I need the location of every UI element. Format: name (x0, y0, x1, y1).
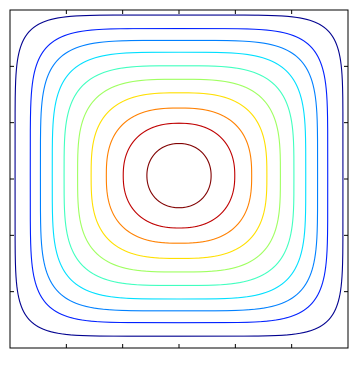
contour-level-8 (105, 107, 253, 244)
contour-level-7 (90, 92, 268, 259)
contour-level-3 (39, 39, 319, 312)
contour-level-6 (77, 78, 281, 273)
contour-lines (14, 14, 344, 337)
contour-level-4 (51, 51, 307, 300)
contour-level-9 (122, 122, 236, 229)
axis-ticks (10, 10, 348, 348)
plot-frame (9, 9, 349, 349)
contour-level-2 (29, 28, 329, 324)
contour-level-10 (146, 142, 212, 209)
contour-level-5 (63, 65, 295, 287)
contour-level-1 (14, 14, 344, 337)
